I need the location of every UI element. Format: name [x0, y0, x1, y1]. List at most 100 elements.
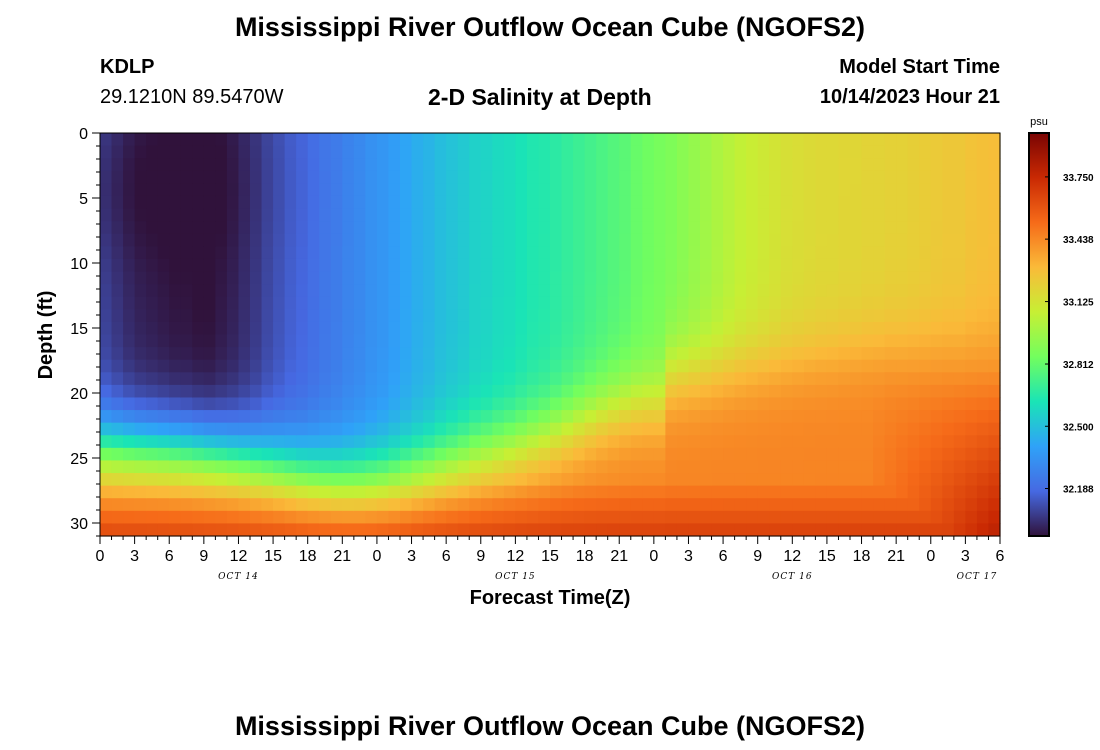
heatmap-cell: [688, 170, 701, 184]
heatmap-cell: [942, 195, 955, 210]
heatmap-cell: [676, 384, 690, 399]
heatmap-cell: [723, 170, 736, 184]
heatmap-cell: [792, 359, 805, 373]
heatmap-cell: [457, 384, 470, 399]
heatmap-cell: [134, 473, 147, 487]
heatmap-cell: [711, 435, 724, 449]
heatmap-cell: [850, 221, 863, 235]
heatmap-cell: [273, 384, 286, 399]
heatmap-cell: [250, 422, 263, 436]
heatmap-cell: [146, 258, 159, 273]
heatmap-cell: [700, 498, 713, 512]
heatmap-cell: [365, 422, 378, 436]
heatmap-cell: [250, 309, 263, 323]
heatmap-cell: [446, 435, 459, 449]
heatmap-cell: [169, 208, 182, 222]
heatmap-cell: [503, 347, 516, 361]
heatmap-cell: [273, 145, 286, 159]
heatmap-cell: [411, 158, 424, 172]
heatmap-cell: [215, 221, 228, 235]
heatmap-cell: [100, 397, 113, 411]
heatmap-cell: [180, 372, 193, 386]
heatmap-cell: [215, 359, 228, 373]
heatmap-cell: [157, 347, 170, 361]
heatmap-cell: [515, 422, 528, 436]
heatmap-cell: [215, 410, 228, 424]
heatmap-cell: [169, 296, 182, 310]
heatmap-cell: [146, 309, 159, 323]
heatmap-cell: [411, 170, 424, 184]
heatmap-cell: [480, 233, 493, 247]
heatmap-cell: [400, 321, 413, 336]
heatmap-cell: [561, 208, 574, 222]
heatmap-cell: [953, 447, 966, 462]
heatmap-cell: [561, 309, 574, 323]
heatmap-cell: [665, 384, 678, 399]
heatmap-cell: [711, 410, 724, 424]
heatmap-cell: [838, 309, 851, 323]
heatmap-cell: [134, 498, 147, 512]
heatmap-cell: [976, 309, 990, 323]
heatmap-cell: [700, 510, 713, 524]
heatmap-cell: [988, 460, 1001, 474]
heatmap-cell: [492, 410, 505, 424]
heatmap-cell: [630, 422, 643, 436]
heatmap-cell: [907, 410, 920, 424]
heatmap-cell: [526, 258, 540, 273]
heatmap-cell: [676, 158, 690, 172]
heatmap-cell: [330, 359, 343, 373]
heatmap-cell: [261, 447, 274, 462]
heatmap-cell: [296, 183, 309, 197]
heatmap-cell: [226, 384, 240, 399]
heatmap-cell: [180, 183, 193, 197]
heatmap-cell: [296, 359, 309, 373]
heatmap-cell: [250, 359, 263, 373]
heatmap-cell: [757, 523, 770, 537]
heatmap-cell: [169, 485, 182, 499]
heatmap-cell: [215, 145, 228, 159]
heatmap-cell: [792, 246, 805, 260]
y-tick-label: 20: [70, 386, 88, 403]
heatmap-cell: [203, 258, 216, 273]
heatmap-cell: [988, 498, 1001, 512]
heatmap-cell: [584, 435, 597, 449]
heatmap-cell: [342, 246, 355, 260]
heatmap-cell: [688, 485, 701, 499]
heatmap-cell: [515, 309, 528, 323]
heatmap-cell: [930, 309, 943, 323]
heatmap-cell: [873, 347, 886, 361]
heatmap-cell: [146, 334, 159, 348]
heatmap-cell: [584, 183, 597, 197]
heatmap-cell: [619, 158, 632, 172]
heatmap-cell: [896, 397, 909, 411]
heatmap-cell: [538, 221, 551, 235]
heatmap-cell: [619, 246, 632, 260]
heatmap-cell: [757, 397, 770, 411]
heatmap-cell: [665, 447, 678, 462]
heatmap-cell: [850, 384, 863, 399]
heatmap-cell: [988, 334, 1001, 348]
heatmap-cell: [965, 133, 978, 147]
heatmap-cell: [353, 473, 366, 487]
heatmap-cell: [607, 284, 620, 298]
heatmap-cell: [734, 372, 747, 386]
heatmap-cell: [988, 296, 1001, 310]
heatmap-cell: [907, 523, 920, 537]
heatmap-cell: [526, 334, 540, 348]
heatmap-cell: [365, 321, 378, 336]
heatmap-cell: [803, 334, 816, 348]
heatmap-cell: [515, 523, 528, 537]
heatmap-cell: [192, 183, 205, 197]
heatmap-cell: [711, 384, 724, 399]
heatmap-cell: [884, 422, 897, 436]
heatmap-cell: [953, 372, 966, 386]
heatmap-cell: [630, 523, 643, 537]
heatmap-cell: [342, 258, 355, 273]
heatmap-cell: [700, 258, 713, 273]
heatmap-cell: [907, 460, 920, 474]
heatmap-cell: [261, 221, 274, 235]
heatmap-cell: [896, 422, 909, 436]
heatmap-cell: [503, 460, 516, 474]
heatmap-cell: [538, 410, 551, 424]
heatmap-cell: [457, 359, 470, 373]
